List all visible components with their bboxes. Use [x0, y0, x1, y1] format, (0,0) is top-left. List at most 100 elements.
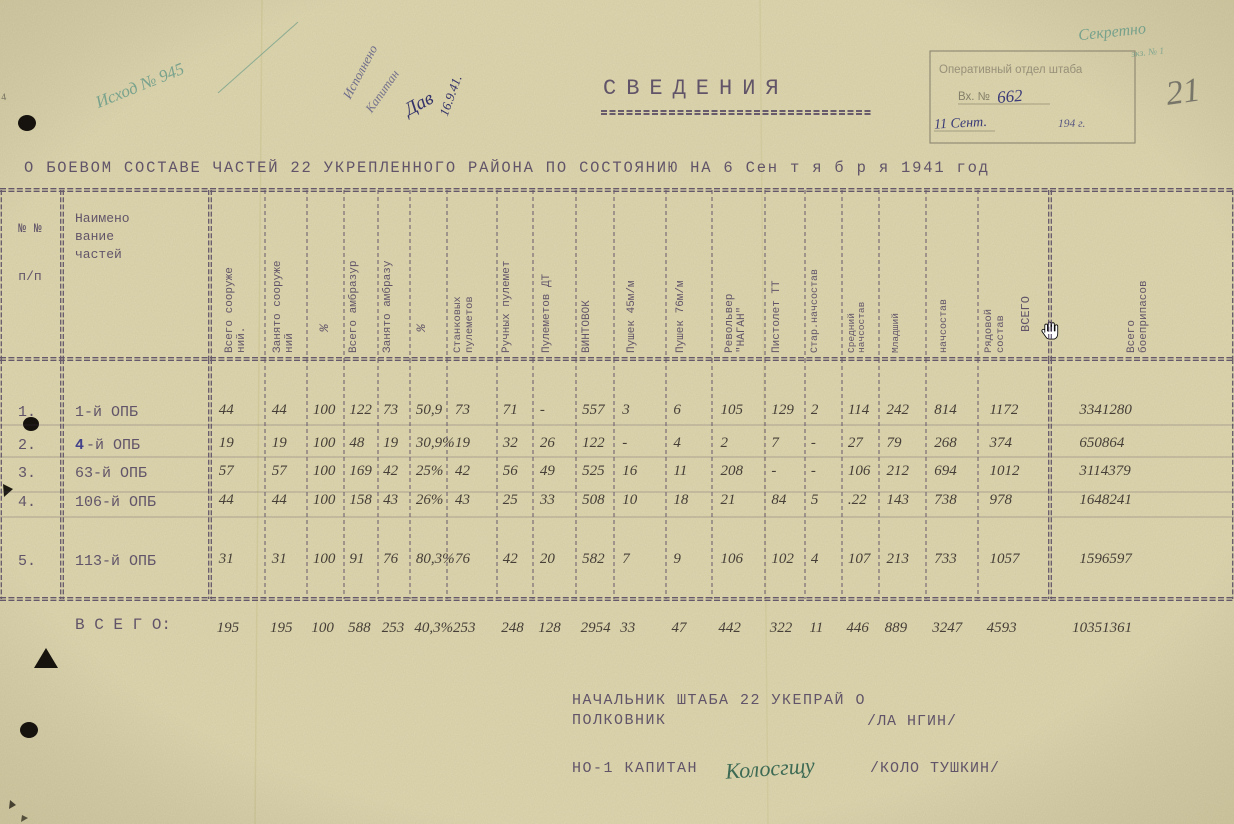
svg-text:57: 57 [219, 463, 236, 479]
svg-text:242: 242 [887, 402, 910, 418]
svg-text:боеприпасов: боеприпасов [1137, 280, 1150, 353]
svg-text:27: 27 [848, 435, 865, 451]
svg-text:44: 44 [219, 402, 235, 418]
svg-text:253: 253 [453, 620, 476, 636]
svg-text:"НАГАН": "НАГАН" [736, 307, 748, 353]
svg-text:978: 978 [990, 492, 1013, 508]
svg-text:%: % [414, 323, 429, 333]
svg-text:106-й ОПБ: 106-й ОПБ [75, 494, 156, 511]
svg-text:-: - [622, 435, 627, 451]
svg-text:100: 100 [313, 402, 336, 418]
svg-text:-: - [811, 463, 816, 479]
svg-text:Всего сооруже: Всего сооруже [224, 267, 236, 353]
svg-text:1-й ОПБ: 1-й ОПБ [75, 404, 138, 421]
svg-text:169: 169 [349, 463, 372, 479]
svg-text:213: 213 [887, 551, 910, 567]
svg-text:42: 42 [455, 463, 471, 479]
svg-text:21: 21 [721, 492, 736, 508]
svg-text:71: 71 [503, 402, 518, 418]
svg-text:18: 18 [673, 492, 689, 508]
svg-text:814: 814 [934, 402, 957, 418]
svg-text:889: 889 [885, 620, 908, 636]
svg-text:Вх. №: Вх. № [958, 91, 990, 103]
svg-text:ВСЕГО: ВСЕГО [1019, 296, 1033, 332]
svg-text:26%: 26% [416, 492, 444, 508]
svg-text:733: 733 [934, 551, 957, 567]
svg-text:19: 19 [455, 435, 471, 451]
svg-text:44: 44 [272, 402, 288, 418]
svg-text:248: 248 [501, 620, 524, 636]
svg-text:43: 43 [455, 492, 470, 508]
svg-text:ний: ний [284, 333, 296, 353]
svg-text:26: 26 [540, 435, 556, 451]
svg-text:Рядовой: Рядовой [983, 309, 995, 353]
svg-text:Занято сооруже: Занято сооруже [272, 261, 284, 353]
svg-text:102: 102 [771, 551, 794, 567]
svg-text:Всего амбразур: Всего амбразур [347, 261, 360, 353]
svg-text:В С Е Г О:: В С Е Г О: [75, 616, 171, 634]
svg-text:44: 44 [272, 492, 288, 508]
svg-text:19: 19 [272, 435, 288, 451]
svg-text:СВЕДЕНИЯ: СВЕДЕНИЯ [603, 76, 789, 101]
svg-text:-: - [540, 402, 545, 418]
svg-text:25: 25 [503, 492, 519, 508]
svg-text:4: 4 [75, 437, 84, 454]
svg-text:33: 33 [539, 492, 555, 508]
svg-text:122: 122 [582, 435, 605, 451]
svg-text:-: - [771, 463, 776, 479]
svg-text:73: 73 [455, 402, 470, 418]
svg-text:47: 47 [672, 620, 689, 636]
svg-text:738: 738 [934, 492, 957, 508]
svg-text:374: 374 [989, 435, 1013, 451]
svg-text:начсостав: начсостав [939, 299, 950, 353]
svg-text:1.: 1. [18, 404, 36, 421]
svg-text:84: 84 [771, 492, 787, 508]
svg-text:Станковых: Станковых [452, 296, 464, 353]
svg-text:4593: 4593 [987, 620, 1017, 636]
svg-text:158: 158 [349, 492, 372, 508]
svg-text:-: - [811, 435, 816, 451]
svg-text:-й ОПБ: -й ОПБ [86, 437, 140, 454]
svg-text:44: 44 [219, 492, 235, 508]
svg-text:525: 525 [582, 463, 605, 479]
svg-text:10: 10 [622, 492, 638, 508]
svg-text:4.: 4. [18, 494, 36, 511]
svg-text:650864: 650864 [1079, 435, 1125, 451]
svg-text:Занято амбразу: Занято амбразу [381, 260, 394, 353]
svg-text:194 г.: 194 г. [1058, 118, 1085, 130]
svg-text:2.: 2. [18, 437, 36, 454]
svg-text:Пушек 45м/м: Пушек 45м/м [626, 280, 638, 353]
svg-text:106: 106 [721, 551, 744, 567]
svg-text:694: 694 [934, 463, 957, 479]
svg-text:100: 100 [313, 551, 336, 567]
svg-text:76: 76 [383, 551, 399, 567]
svg-text:129: 129 [771, 402, 794, 418]
svg-text:195: 195 [217, 620, 240, 636]
svg-text:100: 100 [313, 463, 336, 479]
svg-text:4: 4 [673, 435, 681, 451]
svg-text:19: 19 [219, 435, 235, 451]
svg-text:№ №: № № [18, 221, 42, 236]
svg-text:122: 122 [349, 402, 372, 418]
svg-text:/КОЛО ТУШКИН/: /КОЛО ТУШКИН/ [870, 760, 1000, 777]
svg-text:50,9: 50,9 [416, 402, 443, 418]
svg-text:начсостав: начсостав [856, 301, 867, 353]
svg-text:56: 56 [503, 463, 519, 479]
svg-text:11: 11 [673, 463, 687, 479]
svg-text:ВИНТОВОК: ВИНТОВОК [581, 300, 593, 353]
svg-text:212: 212 [887, 463, 910, 479]
svg-text:57: 57 [272, 463, 289, 479]
svg-text:80,3%: 80,3% [416, 551, 455, 567]
svg-text:100: 100 [313, 492, 336, 508]
svg-text:5.: 5. [18, 553, 36, 570]
svg-text:63-й ОПБ: 63-й ОПБ [75, 465, 147, 482]
svg-text:114: 114 [848, 402, 870, 418]
svg-text:322: 322 [769, 620, 793, 636]
svg-text:113-й ОПБ: 113-й ОПБ [75, 553, 156, 570]
svg-text:195: 195 [270, 620, 293, 636]
svg-text:Револьвер: Револьвер [724, 294, 736, 353]
svg-text:107: 107 [848, 551, 872, 567]
svg-text:Пушек 76м/м: Пушек 76м/м [675, 280, 687, 353]
svg-text:вание: вание [75, 229, 114, 244]
svg-text:ний.: ний. [236, 327, 248, 353]
